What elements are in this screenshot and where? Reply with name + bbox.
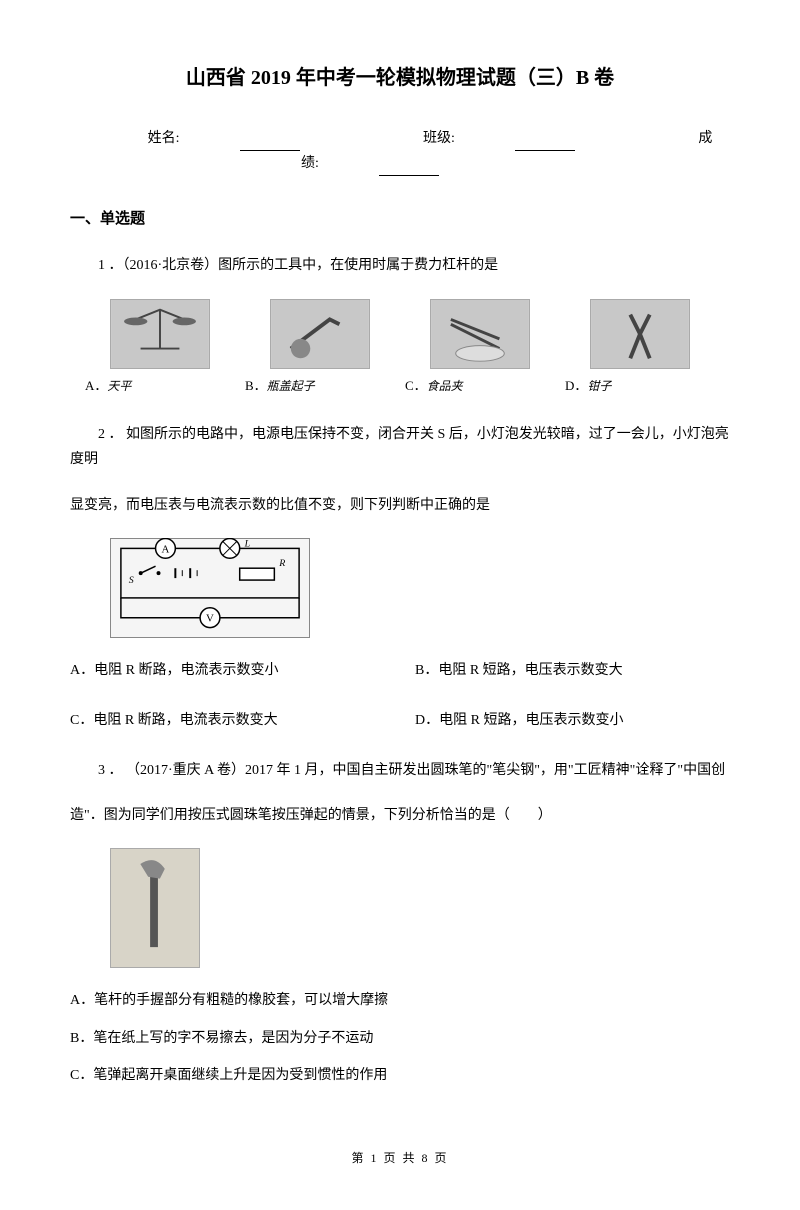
circuit-diagram: A L S R V <box>110 538 310 638</box>
q2-answers: A．电阻 R 断路，电流表示数变小 B．电阻 R 短路，电压表示数变大 C．电阻… <box>70 658 730 733</box>
svg-text:S: S <box>129 575 134 586</box>
q3-answers: A．笔杆的手握部分有粗糙的橡胶套，可以增大摩擦 B．笔在纸上写的字不易擦去，是因… <box>70 988 730 1088</box>
q3-answer-a: A．笔杆的手握部分有粗糙的橡胶套，可以增大摩擦 <box>70 988 730 1013</box>
svg-text:A: A <box>162 543 170 555</box>
name-blank <box>240 135 300 151</box>
info-row: 姓名: 班级: 成绩: <box>70 126 730 176</box>
section-header: 一、单选题 <box>70 206 730 233</box>
question-2-line1: 2 ． 如图所示的电路中，电源电压保持不变，闭合开关 S 后，小灯泡发光较暗，过… <box>70 422 730 472</box>
q2-answer-d: D．电阻 R 短路，电压表示数变小 <box>415 708 730 733</box>
option-c: C．食品夹 <box>400 299 560 398</box>
page-footer: 第 1 页 共 8 页 <box>70 1148 730 1170</box>
pliers-image <box>590 299 690 369</box>
svg-text:V: V <box>206 612 214 624</box>
question-1: 1 ．（2016·北京卷）图所示的工具中，在使用时属于费力杠杆的是 <box>70 253 730 278</box>
option-d: D．钳子 <box>560 299 720 398</box>
question-3-line1: 3 ． （2017·重庆 A 卷）2017 年 1 月，中国自主研发出圆珠笔的"… <box>70 758 730 783</box>
q2-answer-b: B．电阻 R 短路，电压表示数变大 <box>415 658 730 683</box>
option-a: A．天平 <box>80 299 240 398</box>
option-b-label: B．瓶盖起子 <box>240 374 400 398</box>
q3-answer-b: B．笔在纸上写的字不易擦去，是因为分子不运动 <box>70 1026 730 1051</box>
q2-answer-a: A．电阻 R 断路，电流表示数变小 <box>70 658 385 683</box>
question-3-line2: 造"．图为同学们用按压式圆珠笔按压弹起的情景，下列分析恰当的是（ ） <box>70 803 730 828</box>
pen-image <box>110 848 200 968</box>
tongs-image <box>430 299 530 369</box>
class-blank <box>515 135 575 151</box>
q3-answer-c: C．笔弹起离开桌面继续上升是因为受到惯性的作用 <box>70 1063 730 1088</box>
q2-answer-c: C．电阻 R 断路，电流表示数变大 <box>70 708 385 733</box>
page-title: 山西省 2019 年中考一轮模拟物理试题（三）B 卷 <box>70 60 730 96</box>
opener-image <box>270 299 370 369</box>
option-d-label: D．钳子 <box>560 374 720 398</box>
option-b: B．瓶盖起子 <box>240 299 400 398</box>
name-label: 姓名: <box>148 131 180 146</box>
option-c-label: C．食品夹 <box>400 374 560 398</box>
option-a-label: A．天平 <box>80 374 240 398</box>
balance-image <box>110 299 210 369</box>
svg-text:R: R <box>278 558 285 569</box>
class-field: 班级: <box>393 131 608 146</box>
question-2-line2: 显变亮，而电压表与电流表示数的比值不变，则下列判断中正确的是 <box>70 493 730 518</box>
class-label: 班级: <box>423 131 455 146</box>
q1-options: A．天平 B．瓶盖起子 C．食品夹 D．钳子 <box>70 299 730 398</box>
svg-text:L: L <box>244 538 251 549</box>
score-blank <box>379 160 439 176</box>
name-field: 姓名: <box>118 131 333 146</box>
